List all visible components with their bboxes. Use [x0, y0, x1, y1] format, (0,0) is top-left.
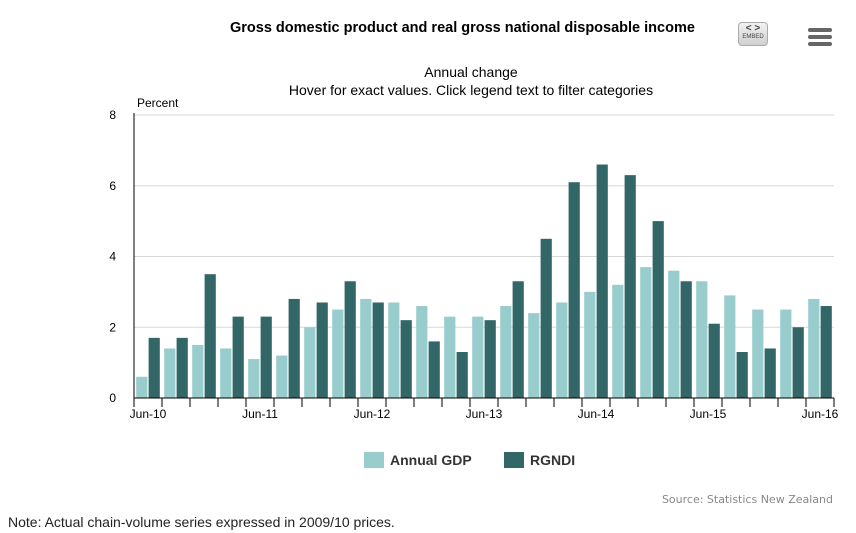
bar-rgndi[interactable] — [428, 341, 440, 398]
bar-rgndi[interactable] — [680, 281, 692, 398]
bar-annual-gdp[interactable] — [556, 302, 568, 398]
bar-annual-gdp[interactable] — [472, 316, 484, 398]
bar-annual-gdp[interactable] — [808, 298, 820, 398]
legend-label: RGNDI — [530, 452, 575, 468]
legend-item-rgndi[interactable]: RGNDI — [504, 452, 575, 468]
bar-annual-gdp[interactable] — [668, 270, 680, 398]
bar-rgndi[interactable] — [176, 337, 188, 398]
bar-rgndi[interactable] — [596, 164, 608, 398]
y-tick-label: 6 — [109, 179, 116, 193]
x-tick-label: Jun-16 — [802, 407, 839, 421]
x-tick-label: Jun-15 — [690, 407, 727, 421]
bar-rgndi[interactable] — [708, 323, 720, 398]
bar-annual-gdp[interactable] — [332, 309, 344, 398]
y-tick-label: 4 — [109, 250, 116, 264]
x-tick-label: Jun-14 — [578, 407, 615, 421]
bar-annual-gdp[interactable] — [360, 298, 372, 398]
embed-button[interactable]: < > EMBED — [738, 22, 768, 46]
bar-rgndi[interactable] — [512, 281, 524, 398]
bar-annual-gdp[interactable] — [696, 281, 708, 398]
bar-rgndi[interactable] — [764, 348, 776, 398]
bar-annual-gdp[interactable] — [724, 295, 736, 398]
legend-swatch — [364, 452, 384, 468]
bar-annual-gdp[interactable] — [164, 348, 176, 398]
bar-annual-gdp[interactable] — [612, 284, 624, 398]
bar-rgndi[interactable] — [456, 352, 468, 398]
y-axis-label: Percent — [137, 96, 179, 110]
embed-arrows-icon: < > — [745, 23, 761, 34]
bar-annual-gdp[interactable] — [136, 376, 148, 398]
bar-annual-gdp[interactable] — [192, 344, 204, 398]
embed-label: EMBED — [742, 34, 764, 40]
bar-rgndi[interactable] — [288, 298, 300, 398]
bars — [136, 164, 832, 398]
bar-rgndi[interactable] — [484, 320, 496, 398]
bar-annual-gdp[interactable] — [500, 306, 512, 398]
y-tick-label: 8 — [109, 108, 116, 122]
bar-rgndi[interactable] — [204, 274, 216, 398]
bar-rgndi[interactable] — [792, 327, 804, 398]
bar-rgndi[interactable] — [652, 221, 664, 398]
bar-rgndi[interactable] — [820, 306, 832, 398]
bar-annual-gdp[interactable] — [528, 313, 540, 398]
bar-rgndi[interactable] — [344, 281, 356, 398]
bar-rgndi[interactable] — [568, 182, 580, 398]
source-credit[interactable]: Source: Statistics New Zealand — [661, 493, 833, 506]
y-tick-label: 0 — [109, 391, 116, 405]
bar-rgndi[interactable] — [260, 316, 272, 398]
bar-rgndi[interactable] — [400, 320, 412, 398]
bar-annual-gdp[interactable] — [304, 327, 316, 398]
bar-rgndi[interactable] — [736, 352, 748, 398]
axes: 0 2 4 6 8 Percent Jun-10 Jun-11 Jun-12 Jun-13 Jun-… — [109, 96, 838, 421]
bar-annual-gdp[interactable] — [220, 348, 232, 398]
y-tick-label: 2 — [109, 320, 116, 334]
bar-annual-gdp[interactable] — [444, 316, 456, 398]
legend-item-annual-gdp[interactable]: Annual GDP — [364, 452, 472, 468]
x-tick-label: Jun-10 — [130, 407, 167, 421]
chart-instructions: Hover for exact values. Click legend tex… — [288, 82, 654, 98]
legend-swatch — [504, 452, 524, 468]
hamburger-menu-icon[interactable] — [808, 28, 832, 46]
x-tick-label: Jun-12 — [354, 407, 391, 421]
bar-annual-gdp[interactable] — [640, 267, 652, 398]
x-tick-label: Jun-13 — [466, 407, 503, 421]
chart-subtitle: Annual change — [424, 64, 518, 80]
bar-annual-gdp[interactable] — [416, 306, 428, 398]
bar-annual-gdp[interactable] — [584, 291, 596, 398]
bar-annual-gdp[interactable] — [276, 355, 288, 398]
bar-annual-gdp[interactable] — [388, 302, 400, 398]
bar-rgndi[interactable] — [316, 302, 328, 398]
x-tick-label: Jun-11 — [242, 407, 278, 421]
bar-rgndi[interactable] — [232, 316, 244, 398]
bar-annual-gdp[interactable] — [780, 309, 792, 398]
bar-rgndi[interactable] — [372, 302, 384, 398]
bar-annual-gdp[interactable] — [248, 359, 260, 398]
bar-rgndi[interactable] — [148, 337, 160, 398]
bar-rgndi[interactable] — [540, 238, 552, 398]
legend: Annual GDP RGNDI — [364, 452, 575, 468]
bar-annual-gdp[interactable] — [752, 309, 764, 398]
bar-rgndi[interactable] — [624, 175, 636, 398]
legend-label: Annual GDP — [390, 452, 472, 468]
chart-title: Gross domestic product and real gross na… — [230, 20, 695, 36]
footnote: Note: Actual chain-volume series express… — [8, 514, 395, 530]
